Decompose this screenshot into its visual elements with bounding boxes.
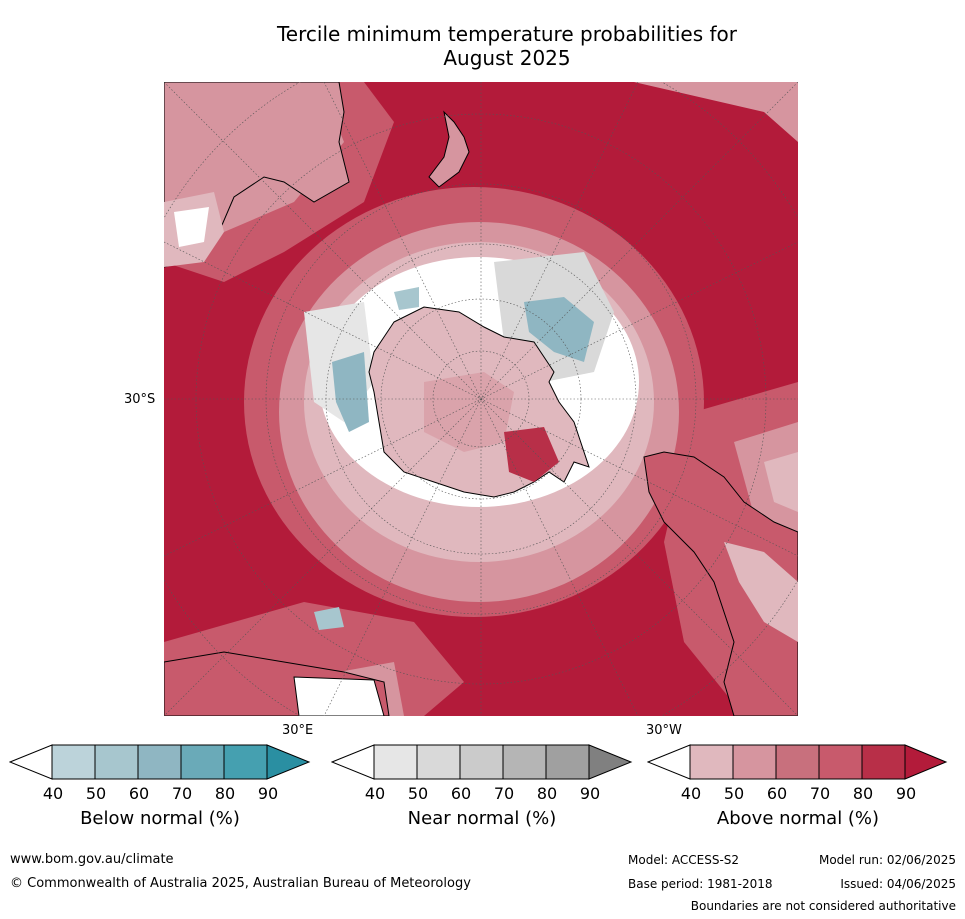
longitude-label-30w: 30°W — [646, 723, 682, 738]
title-line-2: August 2025 — [443, 46, 571, 70]
new-zealand — [428, 110, 470, 188]
colorbar-below-bin-80 — [223, 744, 268, 780]
south-america-landmass — [643, 451, 798, 716]
tick-60: 60 — [128, 784, 150, 803]
graticule — [164, 82, 798, 716]
tick-50: 50 — [723, 784, 745, 803]
colorbar-above-bin-80 — [861, 744, 906, 780]
colorbar-below-min-arrow — [9, 744, 53, 780]
tick-90: 90 — [895, 784, 917, 803]
tick-70: 70 — [809, 784, 831, 803]
colorbar-below-bin-70 — [180, 744, 225, 780]
title-line-1: Tercile minimum temperature probabilitie… — [276, 22, 738, 46]
colorbar-near-bin-60 — [459, 744, 504, 780]
colorbar-near-bin-70 — [502, 744, 547, 780]
australia-white — [174, 207, 209, 247]
tick-90: 90 — [257, 784, 279, 803]
disclaimer-text: Boundaries are not considered authoritat… — [690, 899, 956, 913]
colorbar-near-normal — [331, 744, 633, 780]
below-normal-patch-2 — [332, 352, 369, 432]
colorbar-below-label: Below normal (%) — [80, 808, 240, 829]
tick-80: 80 — [214, 784, 236, 803]
madagascar-region — [293, 676, 385, 716]
latitude-label: 30°S — [124, 392, 156, 407]
colorbar-near-bin-40 — [373, 744, 418, 780]
tick-90: 90 — [579, 784, 601, 803]
colorbar-above-label: Above normal (%) — [716, 808, 880, 829]
colorbar-below-bin-50 — [94, 744, 139, 780]
colorbar-above-bin-60 — [775, 744, 820, 780]
colorbar-near-label: Near normal (%) — [407, 808, 557, 829]
colorbar-near-min-arrow — [331, 744, 375, 780]
tick-60: 60 — [766, 784, 788, 803]
colorbar-below-max-arrow — [266, 744, 311, 780]
tick-40: 40 — [364, 784, 386, 803]
below-normal-patch-3 — [394, 287, 419, 310]
region-south-atlantic-lighter — [764, 452, 798, 512]
below-normal-patch-4 — [314, 607, 344, 630]
longitude-label-30e: 30°E — [282, 723, 314, 738]
antarctic-peninsula-warm — [504, 427, 559, 482]
website-link[interactable]: www.bom.gov.au/climate — [10, 852, 174, 867]
tick-70: 70 — [171, 784, 193, 803]
colorbar-near-bin-80 — [545, 744, 590, 780]
tick-80: 80 — [852, 784, 874, 803]
tick-50: 50 — [85, 784, 107, 803]
colorbar-near-bin-50 — [416, 744, 461, 780]
antarctica-interior — [424, 372, 514, 452]
model-text: Model: ACCESS-S2 — [628, 853, 740, 867]
tick-40: 40 — [42, 784, 64, 803]
colorbar-above-bin-70 — [818, 744, 863, 780]
tick-40: 40 — [680, 784, 702, 803]
model-run-text: Model run: 02/06/2025 — [818, 853, 956, 867]
tick-50: 50 — [407, 784, 429, 803]
colorbar-below-bin-60 — [137, 744, 182, 780]
colorbar-above-max-arrow — [904, 744, 948, 780]
map-title: Tercile minimum temperature probabilitie… — [0, 22, 965, 70]
tick-60: 60 — [450, 784, 472, 803]
probability-map — [164, 82, 798, 716]
copyright-text: © Commonwealth of Australia 2025, Austra… — [10, 876, 471, 891]
tick-70: 70 — [493, 784, 515, 803]
below-normal-patch-1 — [524, 297, 594, 362]
colorbar-above-bin-50 — [732, 744, 777, 780]
map-svg — [164, 82, 798, 716]
colorbar-above-min-arrow — [647, 744, 691, 780]
colorbar-above-normal — [647, 744, 948, 780]
colorbar-near-max-arrow — [588, 744, 633, 780]
colorbar-below-bin-40 — [51, 744, 96, 780]
base-period-text: Base period: 1981-2018 — [628, 877, 773, 891]
issued-text: Issued: 04/06/2025 — [840, 877, 956, 891]
colorbar-above-bin-40 — [689, 744, 734, 780]
colorbar-below-normal — [9, 744, 311, 780]
tick-80: 80 — [536, 784, 558, 803]
south-america-light — [724, 542, 798, 642]
region-nw-corner — [634, 82, 798, 142]
